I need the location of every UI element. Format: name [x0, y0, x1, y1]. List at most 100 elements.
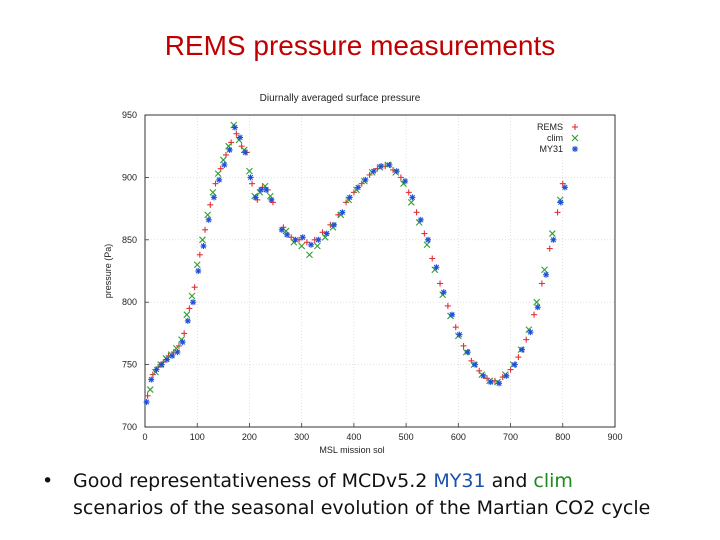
data-point-my31 — [425, 236, 432, 243]
data-point-rems — [405, 189, 412, 196]
data-point-my31 — [561, 184, 568, 191]
data-point-clim — [533, 298, 541, 306]
data-point-my31 — [169, 352, 176, 359]
legend-label-clim: clim — [547, 133, 563, 143]
data-point-rems — [397, 174, 404, 181]
data-point-clim — [306, 251, 313, 259]
data-point-rems — [238, 143, 245, 150]
data-point-rems — [228, 139, 235, 146]
x-tick-label: 400 — [346, 432, 361, 442]
bullet-part2: and — [485, 470, 534, 492]
y-tick-label: 900 — [122, 172, 137, 182]
data-point-rems — [476, 367, 483, 374]
data-point-clim — [282, 227, 290, 235]
data-point-my31 — [519, 346, 526, 353]
data-point-my31 — [496, 380, 503, 387]
x-tick-label: 700 — [503, 432, 518, 442]
data-point-rems — [444, 302, 451, 309]
bullet-text: • Good representativeness of MCDv5.2 MY31… — [42, 468, 702, 522]
data-point-rems — [212, 180, 219, 187]
data-point-my31 — [247, 174, 254, 181]
data-point-my31 — [557, 199, 564, 206]
data-point-my31 — [355, 184, 362, 191]
legend-label-rems: REMS — [537, 122, 563, 132]
legend-marker-rems — [572, 124, 578, 130]
data-point-my31 — [433, 264, 440, 271]
data-point-clim — [193, 261, 201, 269]
data-point-clim — [423, 241, 431, 249]
data-point-my31 — [315, 236, 322, 243]
data-point-rems — [468, 357, 475, 364]
slide-title: REMS pressure measurements — [164, 30, 556, 61]
data-point-my31 — [362, 176, 369, 183]
data-point-clim — [188, 292, 196, 300]
data-point-my31 — [331, 221, 338, 228]
bullet-line-1: • Good representativeness of MCDv5.2 MY31… — [42, 468, 702, 495]
data-point-my31 — [543, 271, 550, 278]
data-point-my31 — [148, 376, 155, 383]
x-axis-label: MSL mission sol — [319, 445, 384, 455]
data-point-clim — [225, 142, 232, 150]
x-tick-label: 0 — [142, 432, 147, 442]
data-point-my31 — [284, 231, 291, 238]
data-point-my31 — [409, 194, 416, 201]
data-point-my31 — [393, 168, 400, 175]
data-point-rems — [437, 280, 444, 287]
data-point-clim — [548, 230, 556, 237]
data-point-clim — [407, 198, 415, 206]
plot-frame — [144, 114, 616, 428]
x-tick-label: 600 — [451, 432, 466, 442]
bullet-my31: MY31 — [433, 470, 486, 492]
data-point-rems — [207, 201, 214, 208]
legend-marker-clim — [571, 134, 579, 142]
data-point-my31 — [252, 194, 259, 201]
data-point-rems — [429, 255, 436, 262]
y-tick-label: 700 — [122, 422, 137, 432]
data-point-rems — [531, 311, 538, 318]
data-point-clim — [183, 311, 191, 319]
data-point-my31 — [184, 317, 191, 324]
data-point-rems — [460, 342, 467, 349]
data-point-clim — [146, 386, 154, 393]
data-point-my31 — [210, 194, 217, 201]
data-point-clim — [313, 242, 321, 250]
data-point-my31 — [346, 194, 353, 201]
y-tick-label: 850 — [122, 235, 137, 245]
data-point-rems — [186, 305, 193, 312]
data-point-my31 — [195, 268, 202, 274]
data-point-my31 — [237, 134, 244, 141]
data-point-my31 — [339, 209, 346, 216]
data-point-my31 — [242, 149, 249, 156]
data-point-my31 — [378, 163, 385, 170]
pressure-chart: 0 100 200 300 400 500 600 700 800 900 700 750 800 850… — [103, 93, 623, 455]
data-point-rems — [249, 180, 256, 187]
y-tick-label: 750 — [122, 360, 137, 370]
data-point-my31 — [263, 186, 270, 193]
data-point-my31 — [370, 168, 377, 175]
data-point-my31 — [402, 178, 409, 185]
data-point-my31 — [503, 372, 510, 379]
data-point-rems — [303, 239, 310, 246]
data-point-rems — [191, 284, 198, 291]
bullet-clim: clim — [533, 470, 573, 492]
data-point-my31 — [153, 366, 160, 373]
data-point-my31 — [143, 399, 150, 406]
data-point-my31 — [511, 361, 518, 368]
data-point-my31 — [323, 230, 330, 237]
data-point-my31 — [268, 196, 275, 203]
data-point-clim — [199, 236, 206, 244]
data-point-clim — [219, 156, 227, 164]
x-tick-label: 500 — [399, 432, 414, 442]
data-point-clim — [298, 242, 306, 250]
data-point-my31 — [449, 311, 456, 318]
data-point-rems — [196, 251, 203, 258]
data-point-rems — [181, 330, 188, 337]
data-point-clim — [209, 188, 217, 196]
data-point-rems — [538, 280, 545, 287]
data-point-my31 — [308, 241, 315, 248]
y-axis-label: pressure (Pa) — [103, 244, 113, 299]
data-point-rems — [233, 130, 240, 137]
data-point-my31 — [456, 331, 463, 338]
data-point-my31 — [221, 161, 228, 168]
data-point-my31 — [226, 146, 233, 153]
